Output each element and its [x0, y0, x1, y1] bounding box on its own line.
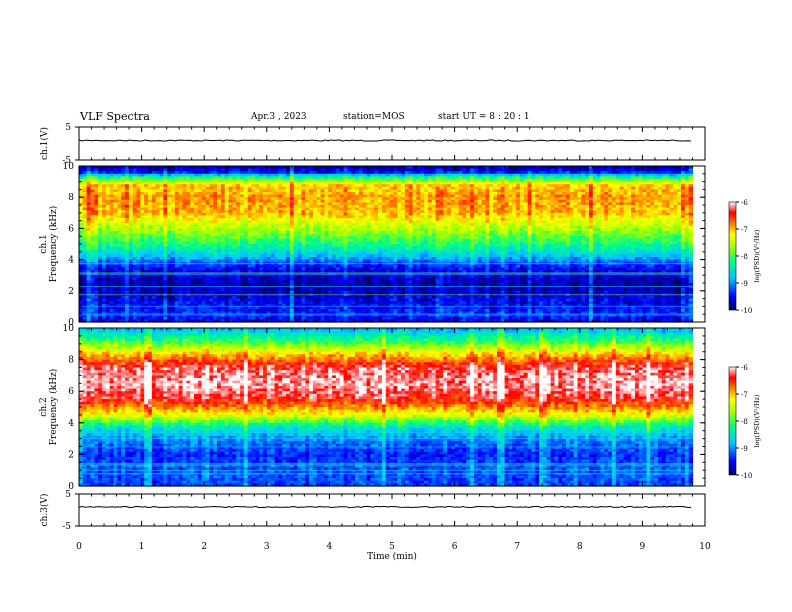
vlf-spectra-figure: VLF Spectra Apr.3 , 2023 station=MOS sta…	[0, 0, 792, 612]
plot-area: 5-5ch.1(V)0246810ch.1 Frequency (kHz)-6-7…	[0, 0, 792, 612]
